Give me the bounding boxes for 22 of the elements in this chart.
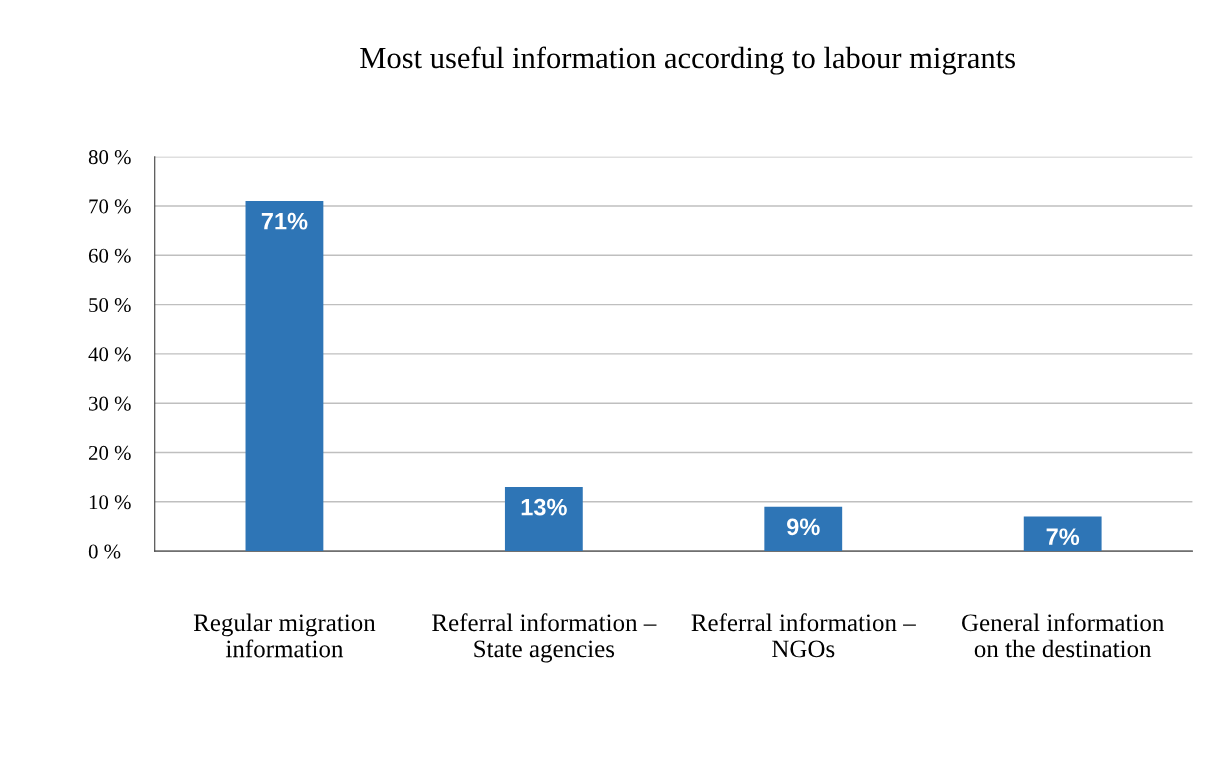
y-tick-label: 30 % (89, 396, 131, 411)
bar (504, 487, 583, 552)
bar (245, 201, 324, 552)
x-tick-label: Referral information – State agencies (432, 613, 657, 663)
bar (764, 506, 843, 552)
data-label: 13% (521, 498, 567, 516)
data-label: 7% (1046, 528, 1080, 545)
data-label: 71% (261, 212, 308, 230)
y-tick-label: 60 % (88, 248, 131, 263)
y-tick-label: 10 % (89, 495, 131, 510)
y-tick-label: 80 % (88, 150, 131, 165)
y-tick-label: 0 % (88, 544, 121, 559)
chart-title: Most useful information according to labour migrants (360, 46, 1015, 75)
x-tick-label: General information on the destination (962, 613, 1164, 658)
x-tick-label: Regular migration information (193, 613, 376, 658)
y-tick-label: 50 % (89, 297, 131, 313)
y-tick-label: 20 % (88, 445, 131, 460)
bar (1023, 516, 1102, 552)
x-tick-label: Referral information – NGOs (691, 613, 916, 658)
data-label: 9% (787, 518, 820, 536)
y-tick-label: 40 % (88, 347, 131, 362)
y-tick-label: 70 % (89, 199, 131, 214)
